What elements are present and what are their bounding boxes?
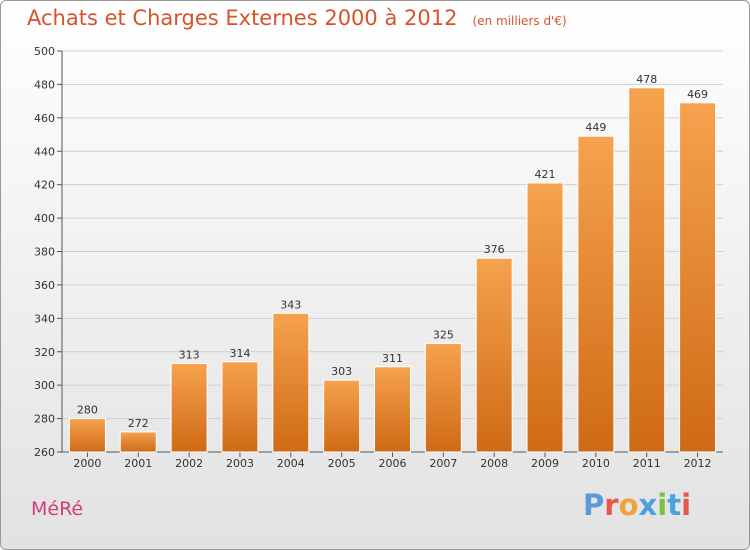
bar-2007[interactable] xyxy=(424,342,462,453)
logo-letter: i xyxy=(657,488,668,522)
y-tick-label: 300 xyxy=(34,379,55,392)
data-label-2004: 343 xyxy=(280,298,301,311)
chart-title: Achats et Charges Externes 2000 à 2012 xyxy=(27,6,458,30)
y-tick-label: 480 xyxy=(34,78,55,91)
bar-2010[interactable] xyxy=(577,135,615,453)
data-label-2010: 449 xyxy=(585,121,606,134)
x-tick-label-2000: 2000 xyxy=(73,457,101,470)
data-label-2007: 325 xyxy=(433,328,454,341)
bar-2006[interactable] xyxy=(374,366,411,453)
logo-letter: P xyxy=(583,488,605,522)
x-tick-label-2008: 2008 xyxy=(480,457,508,470)
data-label-2012: 469 xyxy=(687,88,708,101)
bars xyxy=(68,87,717,453)
labels: 260 280 300 320 340 360 380 400 420 440 460 480 500 2… xyxy=(34,45,712,470)
x-tick-label-2001: 2001 xyxy=(124,457,152,470)
logo-letter: t xyxy=(667,488,682,522)
x-tick-label-2002: 2002 xyxy=(175,457,203,470)
y-tick-label: 380 xyxy=(34,246,55,259)
y-tick-label: 260 xyxy=(34,446,55,459)
bar-2004[interactable] xyxy=(272,312,310,453)
data-label-2009: 421 xyxy=(535,168,556,181)
bar-2012[interactable] xyxy=(679,102,717,453)
data-label-2005: 303 xyxy=(331,365,352,378)
y-tick-label: 320 xyxy=(34,346,55,359)
y-tick-label: 360 xyxy=(34,279,55,292)
commune-name: MéRé xyxy=(31,498,84,520)
bar-2008[interactable] xyxy=(475,257,513,453)
logo-letter: i xyxy=(681,488,692,522)
x-tick-label-2009: 2009 xyxy=(531,457,559,470)
data-label-2001: 272 xyxy=(128,417,149,430)
logo-letter: x xyxy=(638,488,658,522)
data-label-2011: 478 xyxy=(636,73,657,86)
y-tick-label: 440 xyxy=(34,145,55,158)
data-label-2008: 376 xyxy=(484,243,505,256)
logo-letter: r xyxy=(604,488,619,522)
y-tick-label: 500 xyxy=(34,45,55,58)
logo-letter: o xyxy=(618,488,639,522)
data-label-2003: 314 xyxy=(229,347,250,360)
data-label-2000: 280 xyxy=(77,404,98,417)
y-tick-label: 280 xyxy=(34,413,55,426)
x-tick-label-2010: 2010 xyxy=(582,457,610,470)
x-tick-label-2012: 2012 xyxy=(684,457,712,470)
data-label-2006: 311 xyxy=(382,352,403,365)
bar-2011[interactable] xyxy=(628,87,666,453)
x-tick-label-2003: 2003 xyxy=(226,457,254,470)
bar-2002[interactable] xyxy=(170,362,208,453)
y-tick-label: 420 xyxy=(34,179,55,192)
chart-subtitle: (en milliers d'€) xyxy=(472,14,567,28)
x-tick-label-2005: 2005 xyxy=(328,457,356,470)
y-tick-label: 340 xyxy=(34,312,55,325)
bar-2003[interactable] xyxy=(221,361,259,453)
x-tick-label-2004: 2004 xyxy=(277,457,305,470)
title-block: Achats et Charges Externes 2000 à 2012 (… xyxy=(27,6,567,30)
bar-2009[interactable] xyxy=(526,182,564,453)
data-label-2002: 313 xyxy=(179,348,200,361)
x-tick-label-2007: 2007 xyxy=(429,457,457,470)
y-tick-label: 400 xyxy=(34,212,55,225)
x-tick-label-2006: 2006 xyxy=(379,457,407,470)
bar-2001[interactable] xyxy=(119,431,157,453)
x-tick-label-2011: 2011 xyxy=(633,457,661,470)
bar-2000[interactable] xyxy=(68,418,106,453)
proxiti-logo[interactable]: Proxiti xyxy=(583,488,691,522)
y-tick-label: 460 xyxy=(34,112,55,125)
bar-2005[interactable] xyxy=(323,379,361,453)
